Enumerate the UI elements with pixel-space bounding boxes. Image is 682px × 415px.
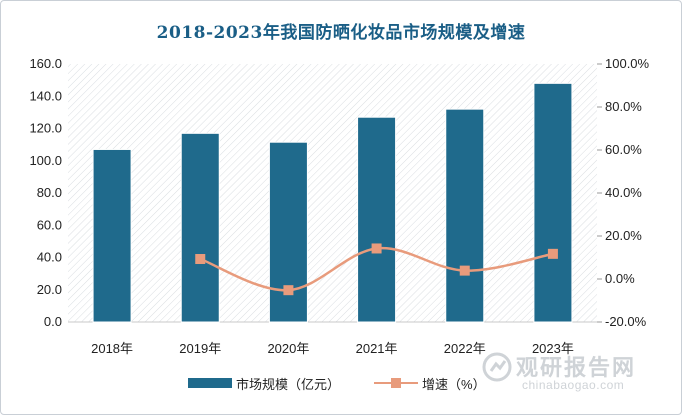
bar <box>445 108 485 323</box>
growth-point <box>459 265 470 276</box>
x-tick-label: 2019年 <box>179 341 221 356</box>
legend-item-market-size: 市场规模（亿元） <box>188 374 340 393</box>
y-left-tick-label: 80.0 <box>37 185 62 200</box>
plot-area <box>68 64 597 322</box>
x-tick-label: 2022年 <box>444 341 486 356</box>
growth-point <box>283 285 294 296</box>
y-right-tick-label: 60.0% <box>605 142 642 157</box>
x-tick-label: 2020年 <box>267 341 309 356</box>
bar <box>180 132 220 323</box>
y-left-tick-label: 100.0 <box>29 153 62 168</box>
legend-label-market-size: 市场规模（亿元） <box>236 376 341 392</box>
y-left-tick-label: 20.0 <box>37 282 62 297</box>
x-tick-label: 2023年 <box>532 341 574 356</box>
chart-title: 2018-2023年我国防晒化妆品市场规模及增速 <box>156 23 526 43</box>
y-right-tick-label: 0.0% <box>605 271 635 286</box>
y-left-tick-label: 40.0 <box>37 250 62 265</box>
watermark-en: chinabaogao.com <box>522 378 625 392</box>
watermark-cn: 观研报告网 <box>516 355 637 380</box>
watermark-logo-icon <box>482 352 512 382</box>
legend-bar-swatch <box>188 378 232 388</box>
y-left-tick-label: 140.0 <box>29 88 62 103</box>
legend-line-swatch <box>374 378 419 388</box>
y-left-tick-label: 60.0 <box>37 217 62 232</box>
growth-point <box>547 248 558 259</box>
growth-point <box>371 243 382 254</box>
y-right-tick-label: 20.0% <box>605 228 642 243</box>
bar <box>92 148 132 323</box>
y-left-tick-label: 160.0 <box>29 56 62 71</box>
tick-labels-group: 0.0 20.0 40.0 60.0 80.0 100.0 120.0 140.0 160.0 -… <box>29 56 649 356</box>
axes-group <box>68 63 602 323</box>
growth-line-group <box>195 243 558 296</box>
bars-group <box>92 82 573 323</box>
bar <box>533 82 573 323</box>
x-tick-label: 2018年 <box>91 341 133 356</box>
y-right-tick-label: -20.0% <box>605 314 647 329</box>
watermark: 观研报告网 chinabaogao.com <box>482 348 672 398</box>
bar <box>357 116 397 323</box>
legend: 市场规模（亿元） 增速（%） <box>188 371 486 395</box>
x-tick-label: 2021年 <box>356 341 398 356</box>
growth-point <box>195 254 206 265</box>
y-left-tick-label: 0.0 <box>44 314 62 329</box>
y-left-tick-label: 120.0 <box>29 121 62 136</box>
y-right-tick-label: 40.0% <box>605 185 642 200</box>
legend-label-growth: 增速（%） <box>422 376 486 392</box>
y-right-tick-label: 80.0% <box>605 99 642 114</box>
y-right-tick-label: 100.0% <box>605 56 650 71</box>
legend-item-growth: 增速（%） <box>374 374 486 393</box>
